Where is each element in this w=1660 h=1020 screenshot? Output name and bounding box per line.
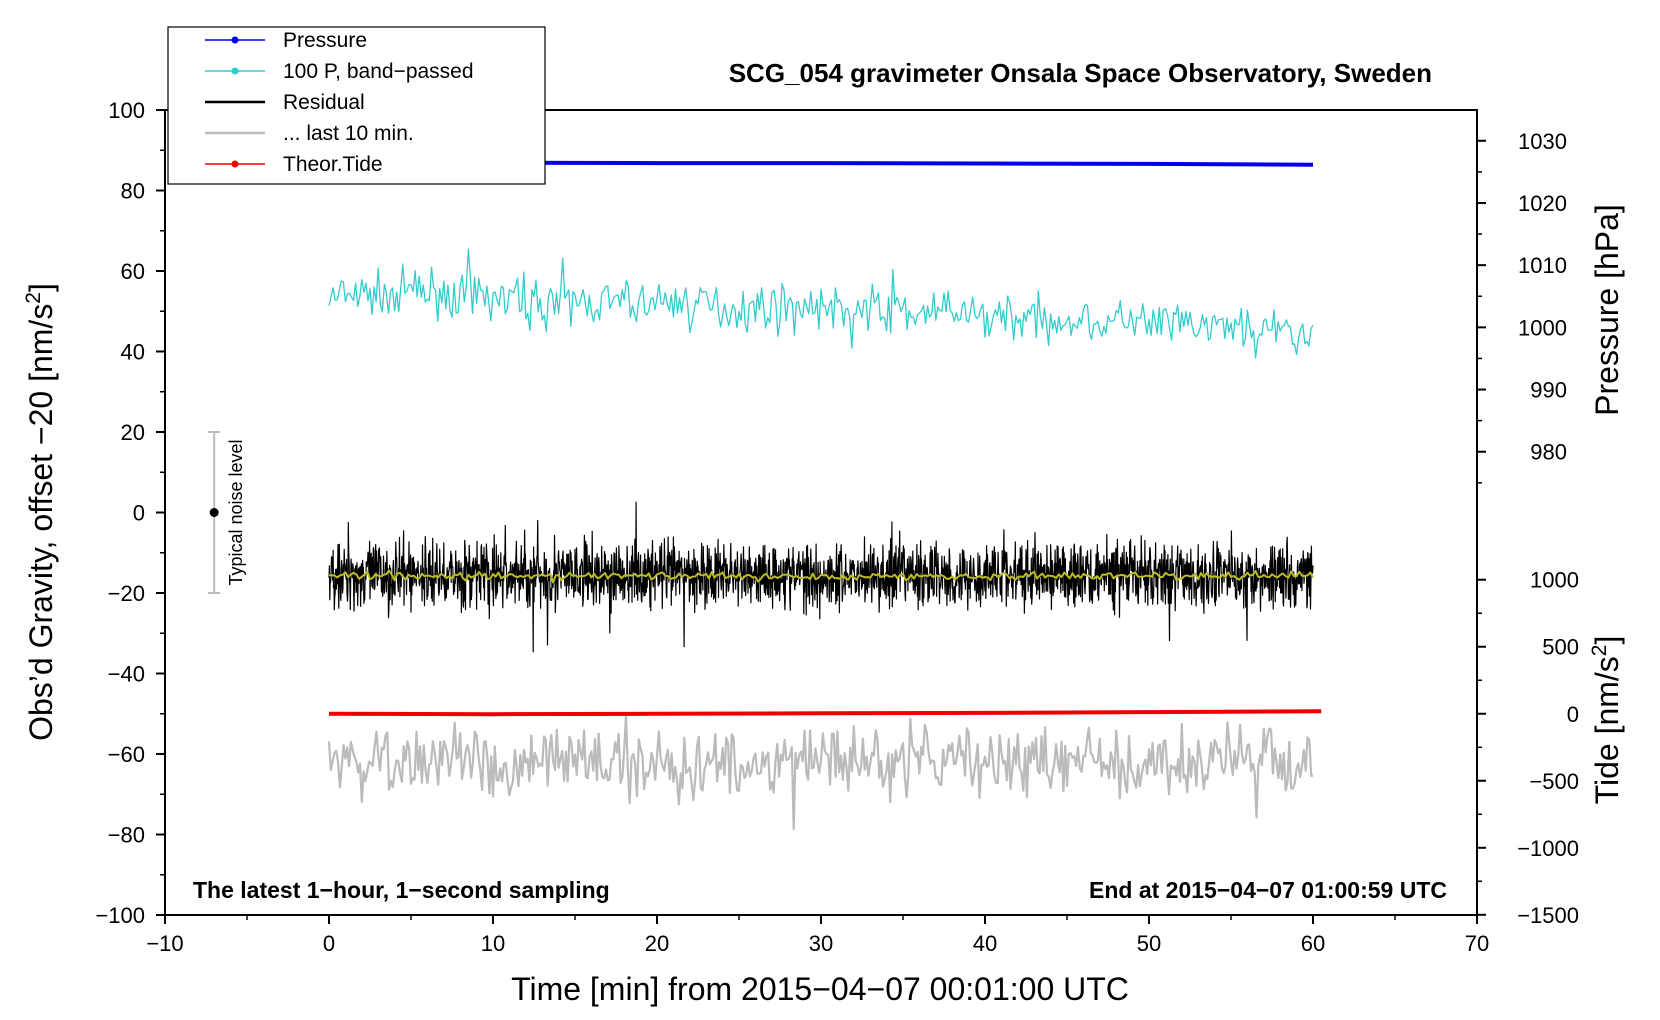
legend-swatch-marker [231, 36, 239, 44]
x-tick-label: 70 [1465, 931, 1489, 956]
x-tick-label: 60 [1301, 931, 1325, 956]
pressure-tick-label: 990 [1530, 378, 1567, 403]
y-tick-label: −100 [95, 903, 145, 928]
tide-tick-label: −1500 [1517, 903, 1579, 928]
x-tick-label: 10 [481, 931, 505, 956]
y-tick-label: −20 [108, 581, 145, 606]
series-theor-tide [328, 709, 1322, 717]
pressure-tick-label: 980 [1530, 440, 1567, 465]
series-residual [328, 501, 1314, 653]
y-axis-tide-label: Tide [nm/s2] [1588, 636, 1625, 805]
tide-tick-label: −500 [1529, 769, 1579, 794]
tide-tick-label: 0 [1567, 702, 1579, 727]
legend-swatch-marker [231, 67, 239, 75]
annotation-sampling: The latest 1−hour, 1−second sampling [193, 877, 610, 903]
legend-box [167, 26, 546, 185]
legend-label: ... last 10 min. [283, 122, 414, 145]
y-tick-label: 20 [121, 420, 145, 445]
y-tick-label: −60 [108, 742, 145, 767]
chart-title: SCG_054 gravimeter Onsala Space Observat… [729, 58, 1432, 88]
y-tick-label: 40 [121, 340, 145, 365]
legend-label: Residual [283, 91, 365, 114]
y-axis-tide: −1500 −1000 −500 0 500 1000 [1477, 568, 1579, 928]
y-tick-label: 0 [133, 501, 145, 526]
x-axis: −10 0 10 20 30 40 50 60 70 [146, 915, 1489, 956]
legend-label: 100 P, band−passed [283, 60, 474, 83]
x-tick-label: −10 [146, 931, 183, 956]
y-axis-left: −100 −80 −60 −40 −20 0 20 40 60 80 100 [95, 98, 165, 928]
noise-level-indicator: Typical noise level [208, 431, 246, 594]
noise-bar-center-dot [209, 508, 219, 517]
tide-tick-label: −1000 [1517, 836, 1579, 861]
y-axis-pressure-label: Pressure [hPa] [1589, 204, 1625, 416]
y-tick-label: 100 [108, 98, 145, 123]
legend-label: Theor.Tide [283, 153, 383, 176]
y-tick-label: 80 [121, 179, 145, 204]
pressure-tick-label: 1020 [1518, 191, 1567, 216]
series-last-10-min [327, 714, 1314, 831]
tide-tick-label: 1000 [1530, 568, 1579, 593]
x-tick-label: 30 [809, 931, 833, 956]
y-axis-left-label: Obs’d Gravity, offset −20 [nm/s2] [22, 283, 59, 741]
series-100-p-band-passed [328, 248, 1314, 359]
series-residual-smoothed [328, 569, 1314, 584]
x-tick-label: 40 [973, 931, 997, 956]
pressure-tick-label: 1000 [1518, 315, 1567, 340]
y-tick-label: 60 [121, 259, 145, 284]
y-tick-label: −80 [108, 823, 145, 848]
series-layer [327, 160, 1322, 831]
tide-tick-label: 500 [1542, 635, 1579, 660]
x-axis-label: Time [min] from 2015−04−07 00:01:00 UTC [511, 971, 1129, 1007]
pressure-tick-label: 1030 [1518, 129, 1567, 154]
x-tick-label: 0 [323, 931, 335, 956]
x-tick-label: 50 [1137, 931, 1161, 956]
y-axis-pressure: 980 990 1000 1010 1020 1030 [1477, 129, 1567, 484]
y-tick-label: −40 [108, 662, 145, 687]
annotation-end-time: End at 2015−04−07 01:00:59 UTC [1089, 877, 1447, 903]
pressure-tick-label: 1010 [1518, 253, 1567, 278]
x-tick-label: 20 [645, 931, 669, 956]
legend-label: Pressure [283, 29, 367, 52]
noise-level-label: Typical noise level [226, 439, 246, 585]
legend: Pressure 100 P, band−passed Residual ... la… [167, 26, 546, 185]
legend-swatch-marker [231, 160, 239, 168]
